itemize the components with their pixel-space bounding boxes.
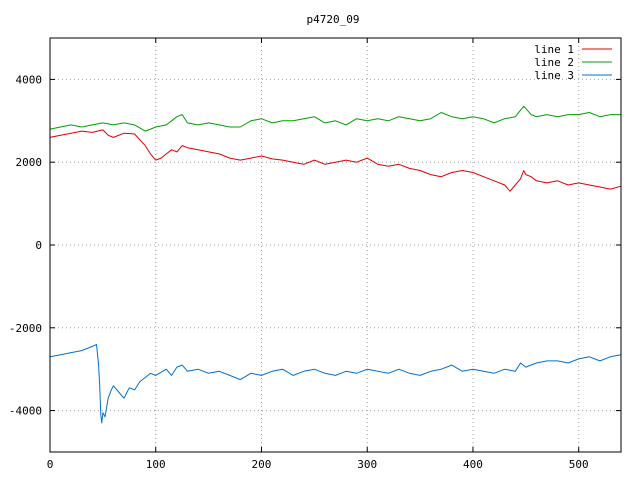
y-tick-label: 0	[35, 239, 42, 252]
axes: 0 100 200 300 400 500 -4000 -2000 0 2000 4000	[9, 38, 621, 471]
x-tick-label: 300	[357, 458, 377, 471]
legend-label: line 2	[534, 56, 574, 69]
grid	[49, 38, 621, 452]
series-line-2	[49, 105, 621, 132]
x-tick-label: 500	[569, 458, 589, 471]
y-tick-label: -4000	[9, 405, 42, 418]
series-line-1	[49, 129, 622, 192]
legend-label: line 1	[534, 43, 574, 56]
series-lines	[49, 105, 622, 424]
x-tick-label: 0	[47, 458, 54, 471]
plot-frame	[49, 37, 622, 453]
legend-label: line 3	[534, 69, 574, 82]
y-tick-label: 4000	[16, 73, 43, 86]
series-line-3	[49, 343, 622, 424]
x-tick-label: 100	[146, 458, 166, 471]
x-tick-label: 400	[463, 458, 483, 471]
y-tick-label: 2000	[16, 156, 43, 169]
x-tick-label: 200	[252, 458, 272, 471]
y-tick-label: -2000	[9, 322, 42, 335]
chart-title: p4720_09	[307, 13, 360, 26]
